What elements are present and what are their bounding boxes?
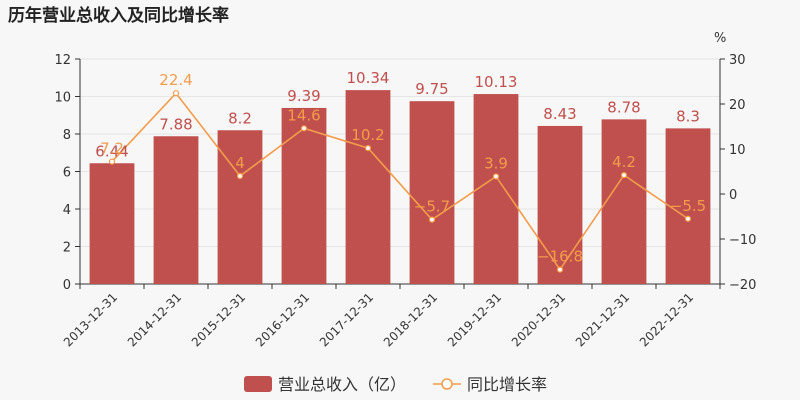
line-point [364,145,372,152]
line-value-label: 14.6 [287,106,320,124]
line-point [236,172,244,180]
bar [153,136,199,284]
x-axis-tick-label: 2016-12-31 [253,290,312,349]
bar-value-label: 8.2 [228,109,252,127]
line-point [492,173,500,180]
bar-value-label: 10.13 [475,73,518,91]
x-axis-tick-label: 2017-12-31 [317,290,376,349]
left-axis-tick-label: 10 [54,91,71,106]
legend-line-label: 同比增长率 [467,375,547,394]
bar [473,94,519,284]
right-axis-tick-label: −10 [729,233,756,248]
bar [537,125,583,284]
bar [409,101,455,284]
line-value-label: 4 [235,154,245,172]
bar [281,107,327,284]
bar-value-label: 9.39 [287,87,320,105]
line-point [172,90,180,97]
x-axis-tick-label: 2022-12-31 [637,290,696,349]
line-point [620,172,628,179]
x-axis-tick-label: 2013-12-31 [61,290,120,349]
line-value-label: −16.8 [537,248,583,266]
line-point [300,125,308,132]
right-axis-tick-label: 10 [729,143,746,158]
line-value-label: 3.9 [484,154,508,172]
legend: 营业总收入（亿） 同比增长率 [244,375,547,394]
left-axis-tick-label: 6 [63,166,71,181]
bar-value-label: 9.75 [415,80,448,98]
left-axis-tick-label: 8 [63,128,71,143]
data-labels: 6.44 7.88 8.2 9.39 10.34 9.75 10.13 8.43 8.78 8.3… [95,69,706,265]
bar-value-label: 6.44 [95,142,128,160]
x-axis-tick-label: 2021-12-31 [573,290,632,349]
line-value-label: 7.2 [100,140,124,158]
legend-line-marker [441,378,453,390]
right-axis-tick-label: 20 [729,98,746,113]
x-axis-tick-label: 2014-12-31 [125,290,184,349]
x-axis-tick-label: 2015-12-31 [189,290,248,349]
right-axis-tick-label: −20 [729,278,756,293]
bar [665,128,711,284]
legend-bar-swatch [244,376,272,392]
chart-title: 历年营业总收入及同比增长率 [8,5,229,26]
bar-value-label: 10.34 [347,69,390,87]
right-axis-tick-label: 30 [729,53,746,68]
line-value-label: 10.2 [351,126,384,144]
bar-value-label: 8.78 [607,98,640,116]
line-point [108,158,116,165]
bar-value-label: 7.88 [159,115,192,133]
line-point [428,216,436,223]
x-axis-tick-label: 2018-12-31 [381,290,440,349]
legend-bar-label: 营业总收入（亿） [278,375,406,394]
line-series [108,90,692,273]
line-point [684,215,692,222]
growth-line [111,91,689,272]
right-axis-unit: % [714,31,726,46]
bar [89,163,135,284]
left-axis-tick-label: 0 [63,278,71,293]
bar [345,90,391,284]
left-axis-tick-label: 12 [54,53,71,68]
right-axis-tick-label: 0 [729,188,737,203]
line-value-label: 4.2 [612,153,636,171]
x-axis-tick-label: 2020-12-31 [509,290,568,349]
line-point [556,266,564,273]
bar [601,119,647,284]
left-axis-tick-label: 2 [63,241,71,256]
x-axis-tick-label: 2019-12-31 [445,290,504,349]
bar-series [89,90,711,284]
line-value-label: −5.5 [670,197,706,215]
line-value-label: −5.7 [414,198,450,216]
bar-value-label: 8.43 [543,105,576,123]
bar-value-label: 8.3 [676,107,700,125]
line-value-label: 22.4 [159,71,192,89]
left-axis-tick-label: 4 [63,203,71,218]
